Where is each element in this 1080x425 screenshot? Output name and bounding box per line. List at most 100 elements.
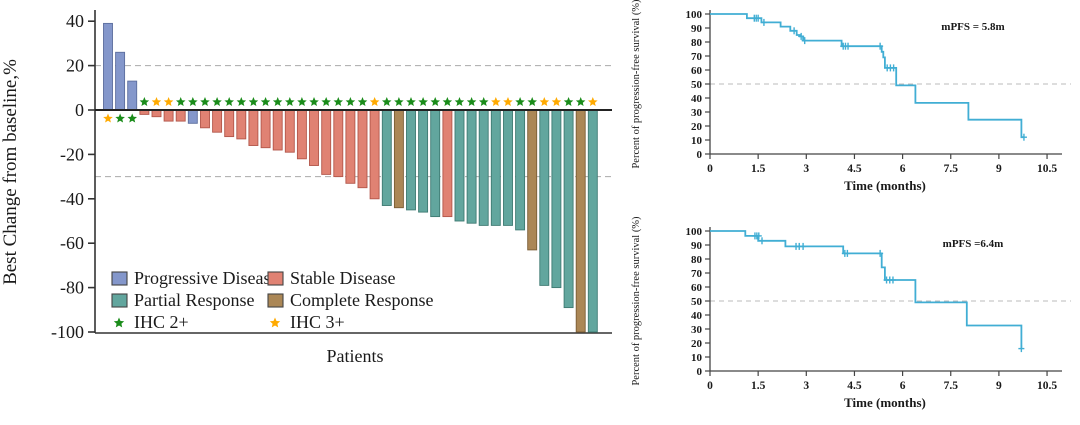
y-tick-label: 50 bbox=[691, 79, 703, 91]
x-tick-label: 9 bbox=[996, 380, 1002, 392]
y-tick-label: 10 bbox=[691, 352, 703, 364]
y-tick-label: 40 bbox=[691, 93, 703, 105]
ihc-star-icon bbox=[369, 97, 380, 106]
ihc-star-icon bbox=[127, 113, 137, 123]
waterfall-bar bbox=[575, 109, 586, 333]
x-tick-label: 3 bbox=[803, 163, 809, 175]
y-tick-label: 20 bbox=[66, 56, 84, 76]
y-tick-label: 40 bbox=[66, 11, 84, 31]
ihc-star-icon bbox=[418, 97, 428, 106]
waterfall-bar bbox=[345, 109, 356, 184]
y-tick-label: -60 bbox=[60, 233, 84, 253]
y-tick-label: 20 bbox=[691, 338, 703, 350]
waterfall-bar bbox=[187, 109, 198, 124]
y-axis-title: Percent of progression-free survival (%) bbox=[631, 216, 642, 386]
y-tick-label: 30 bbox=[691, 324, 703, 336]
ihc-star-icon bbox=[103, 113, 113, 123]
y-tick-label: 50 bbox=[691, 296, 703, 308]
ihc-star-icon bbox=[503, 97, 513, 106]
ihc-star-icon bbox=[139, 97, 150, 106]
x-tick-label: 0 bbox=[707, 163, 713, 175]
ihc-star-icon bbox=[382, 97, 392, 106]
waterfall-bar bbox=[284, 109, 295, 153]
y-tick-label: 60 bbox=[691, 65, 703, 77]
legend-swatch bbox=[111, 271, 128, 286]
y-tick-label: 40 bbox=[691, 310, 703, 322]
waterfall-bar bbox=[442, 109, 453, 218]
ihc-star-icon bbox=[430, 97, 440, 106]
waterfall-bar bbox=[515, 109, 526, 231]
waterfall-bar bbox=[539, 109, 550, 286]
km-chart-top: 0 10 20 30 40 50 60 70 80 90 100 0 1.5 3 4.5 6 7.5 9 10.5 m… bbox=[631, 0, 1071, 193]
x-tick-label: 6 bbox=[900, 380, 906, 392]
ihc-star-icon bbox=[575, 97, 586, 106]
ihc-star-icon bbox=[394, 97, 404, 106]
legend-label: Complete Response bbox=[290, 290, 433, 310]
ihc-star-icon bbox=[212, 97, 222, 106]
waterfall-chart: 40 20 0 -20 -40 -60 -80 -100 Progressive Disease… bbox=[0, 10, 612, 366]
ihc-star-icon bbox=[466, 97, 477, 106]
ihc-star-icon bbox=[285, 97, 295, 106]
ihc-star-icon bbox=[248, 97, 259, 106]
ihc-star-icon bbox=[515, 97, 525, 106]
x-tick-label: 1.5 bbox=[751, 380, 766, 392]
waterfall-bar bbox=[272, 109, 283, 151]
waterfall-bar bbox=[587, 109, 598, 333]
waterfall-bar bbox=[381, 109, 392, 206]
x-tick-label: 10.5 bbox=[1037, 380, 1057, 392]
y-tick-label: 90 bbox=[691, 23, 703, 35]
km-panel: 0 10 20 30 40 50 60 70 80 90 100 0 1.5 3 4.5 6 7.5 9 10.5 m… bbox=[625, 0, 1080, 425]
x-tick-label: 7.5 bbox=[944, 163, 959, 175]
waterfall-bar bbox=[466, 109, 477, 224]
waterfall-bar bbox=[103, 22, 113, 111]
y-tick-label: 0 bbox=[697, 366, 703, 378]
waterfall-bar bbox=[418, 109, 429, 213]
y-tick-label: -80 bbox=[60, 278, 84, 298]
legend-label: Partial Response bbox=[134, 290, 254, 310]
legend-star-icon bbox=[269, 317, 281, 328]
waterfall-bar bbox=[406, 109, 416, 211]
y-tick-label: -20 bbox=[60, 144, 84, 164]
ihc-star-icon bbox=[272, 97, 283, 106]
ihc-star-icon bbox=[333, 97, 343, 106]
ihc-star-icon bbox=[151, 97, 162, 106]
legend-label: IHC 3+ bbox=[290, 312, 345, 332]
y-tick-label: -40 bbox=[60, 189, 84, 209]
y-tick-label: 0 bbox=[697, 149, 703, 161]
y-tick-label: 60 bbox=[691, 282, 703, 294]
waterfall-bar bbox=[503, 109, 513, 226]
waterfall-bar bbox=[527, 109, 538, 251]
y-axis-title: Percent of progression-free survival (%) bbox=[631, 0, 642, 169]
ihc-star-icon bbox=[163, 97, 174, 106]
y-tick-label: 10 bbox=[691, 135, 703, 147]
ihc-star-icon bbox=[539, 97, 550, 106]
y-tick-label: 100 bbox=[686, 9, 703, 21]
waterfall-bar bbox=[393, 109, 404, 209]
legend-swatch bbox=[111, 293, 128, 308]
ihc-star-icon bbox=[236, 97, 247, 106]
waterfall-panel: 40 20 0 -20 -40 -60 -80 -100 Progressive Disease… bbox=[0, 10, 612, 366]
waterfall-bar bbox=[551, 109, 562, 289]
waterfall-bar bbox=[127, 80, 138, 111]
waterfall-bar bbox=[163, 109, 174, 122]
ihc-star-icon bbox=[563, 97, 574, 106]
y-tick-label: 90 bbox=[691, 240, 703, 252]
y-tick-label: 20 bbox=[691, 121, 703, 133]
legend-label: IHC 2+ bbox=[134, 312, 189, 332]
x-tick-label: 4.5 bbox=[847, 380, 862, 392]
x-tick-label: 1.5 bbox=[751, 163, 766, 175]
waterfall-bar bbox=[478, 109, 489, 226]
ihc-star-icon bbox=[309, 97, 319, 106]
waterfall-bar bbox=[333, 109, 344, 178]
y-axis-title: Best Change from baseline,% bbox=[0, 59, 21, 285]
x-axis-title: Time (months) bbox=[844, 395, 926, 410]
waterfall-bar bbox=[175, 109, 186, 122]
waterfall-bar bbox=[115, 51, 126, 111]
ihc-star-icon bbox=[297, 97, 307, 106]
y-tick-label: 80 bbox=[691, 37, 703, 49]
waterfall-bar bbox=[260, 109, 271, 149]
waterfall-bar bbox=[224, 109, 235, 138]
ihc-star-icon bbox=[188, 97, 198, 106]
ihc-star-icon bbox=[224, 97, 234, 106]
